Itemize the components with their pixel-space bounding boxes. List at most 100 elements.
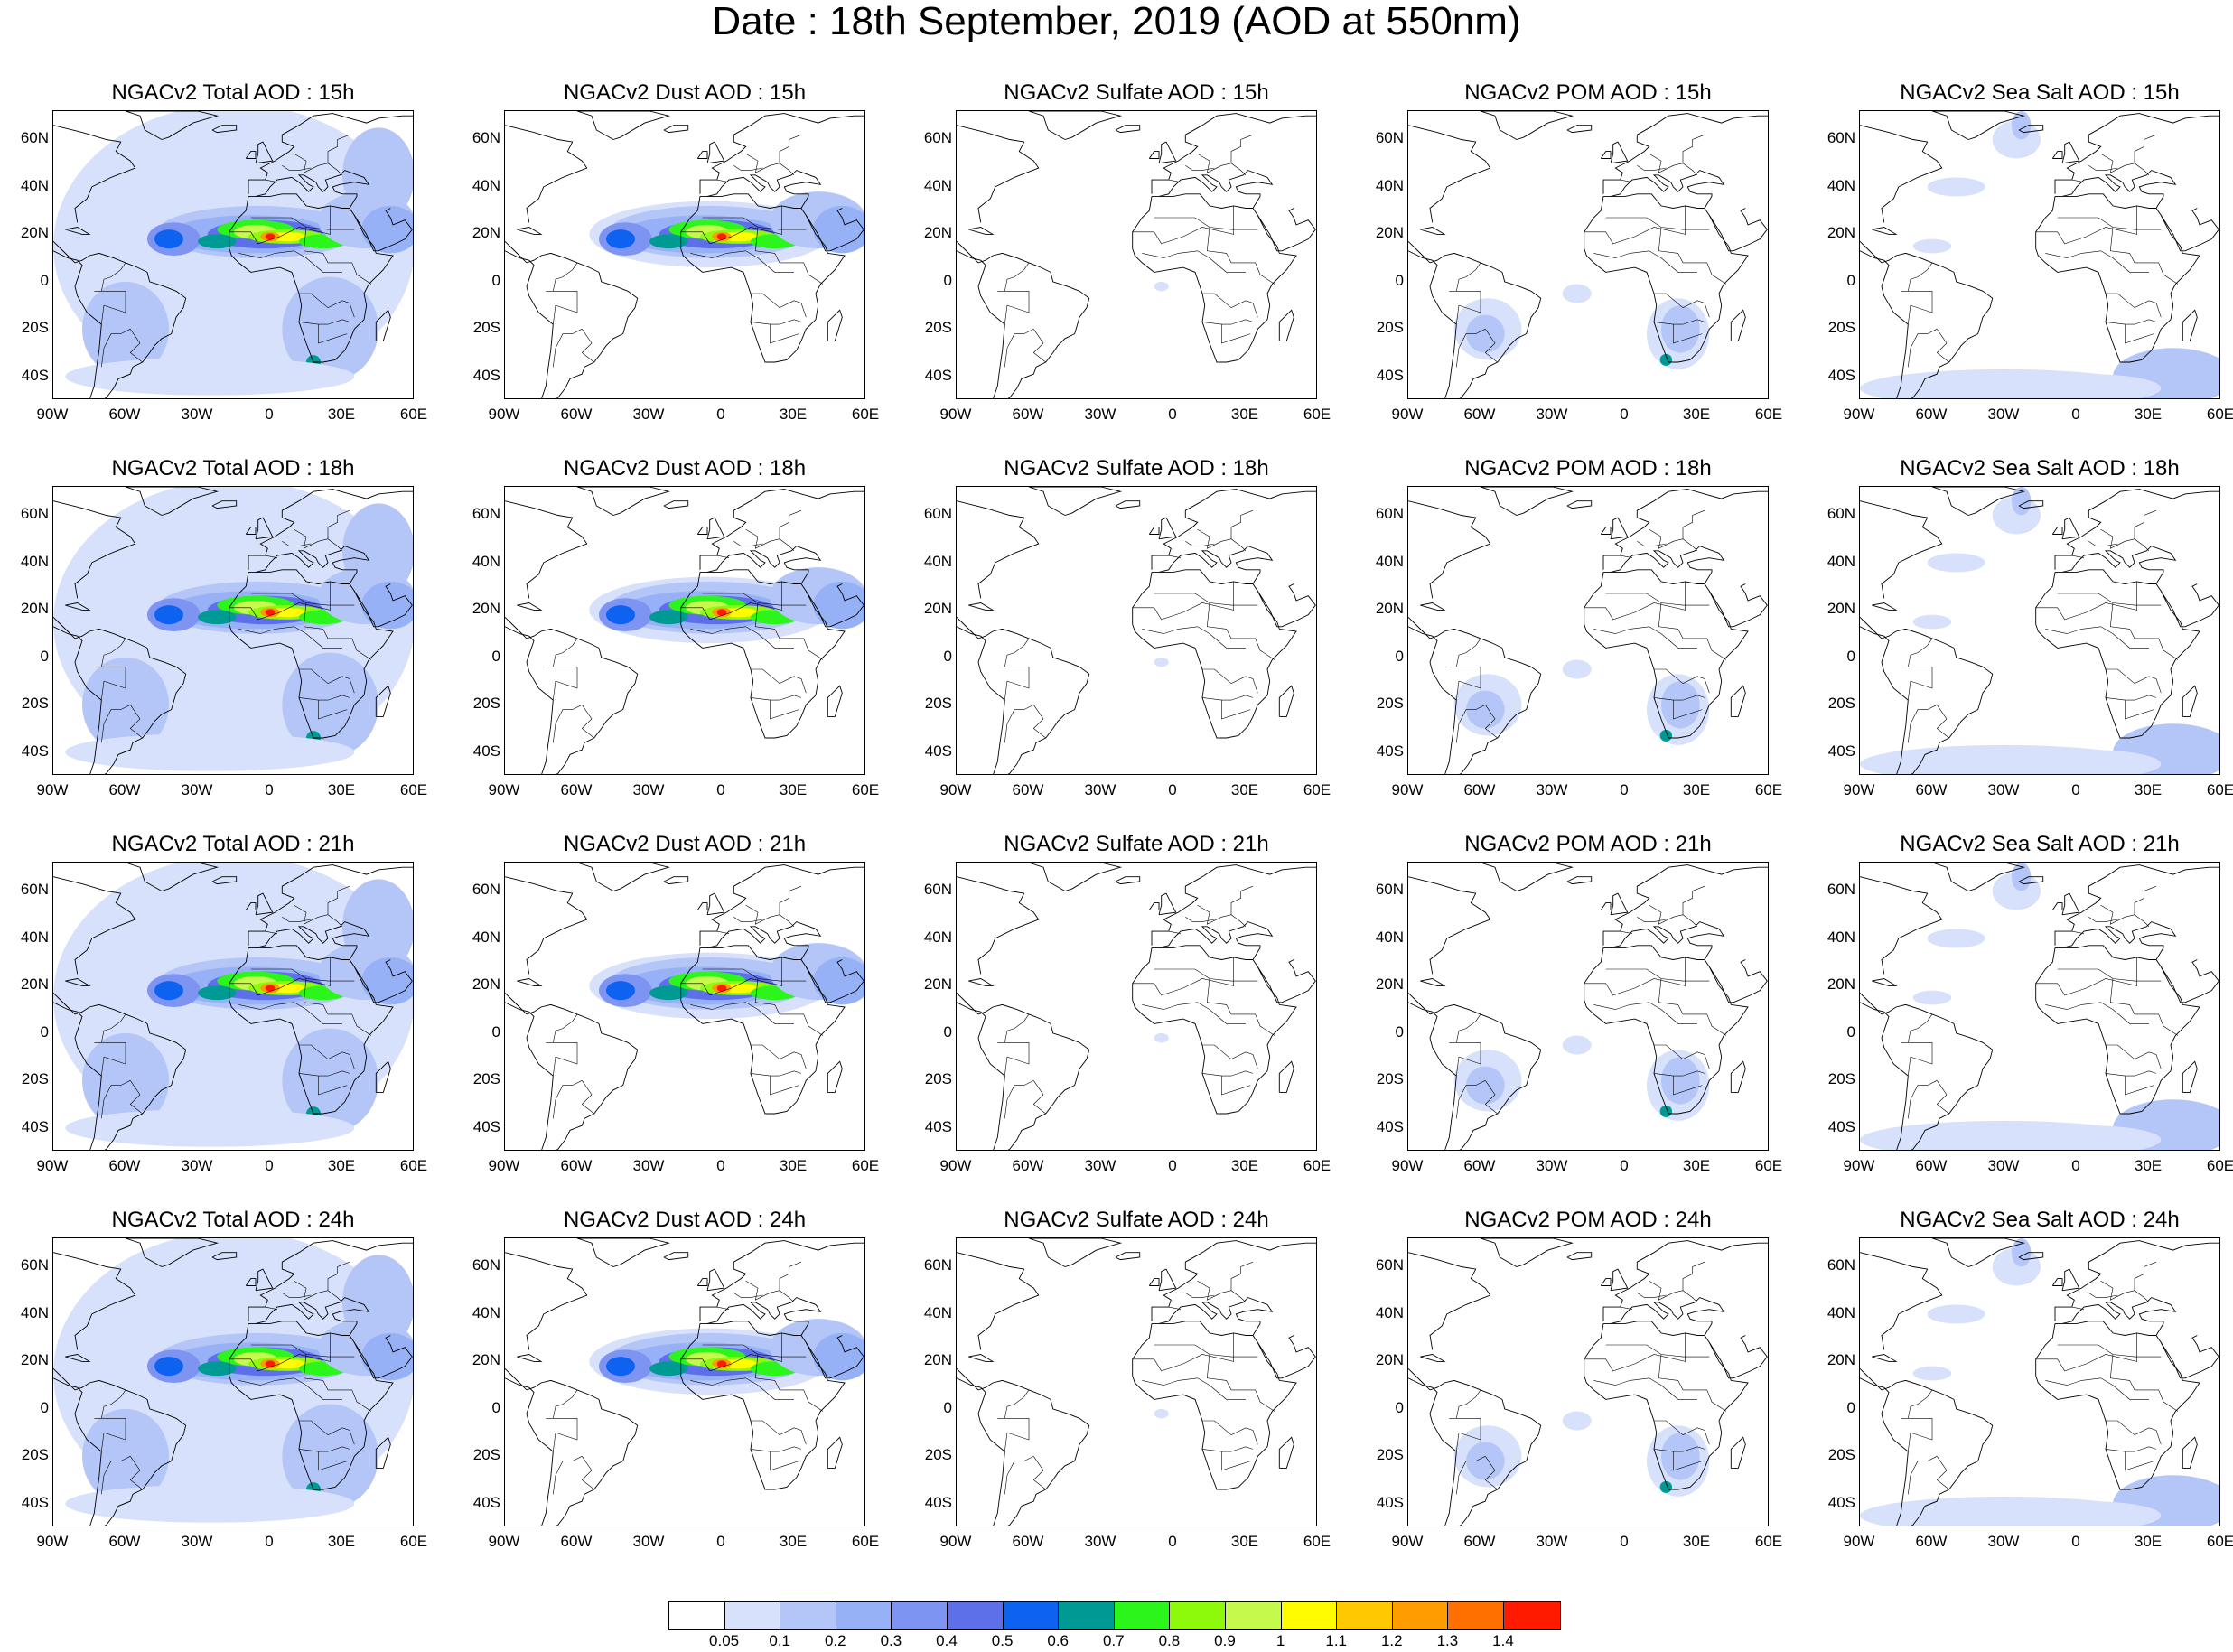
aerosol-plume [265, 233, 276, 240]
country-border [265, 555, 278, 558]
coastline [245, 527, 257, 535]
panel-title: NGACv2 Sea Salt AOD : 24h [1900, 1208, 2180, 1232]
lon-tick-label: 30E [327, 1157, 356, 1174]
country-border [1456, 705, 1486, 743]
coastline [2182, 309, 2198, 341]
country-border [1201, 1070, 1254, 1077]
lon-tick-label: 60W [1915, 1533, 1948, 1550]
lon-tick-label: 60E [399, 406, 428, 423]
coastline [957, 240, 1090, 398]
lon-tick-label: 30W [181, 781, 213, 798]
country-border [94, 1042, 126, 1077]
lon-tick-label: 30E [779, 1533, 808, 1550]
country-border [298, 695, 350, 701]
panel-title: NGACv2 Sea Salt AOD : 18h [1900, 456, 2180, 481]
country-border [1653, 1446, 1705, 1452]
aerosol-plume [154, 605, 183, 625]
colorbar-label: 0.6 [1047, 1632, 1069, 1649]
lat-tick-label: 60N [923, 129, 952, 147]
map-panel: NGACv2 Sulfate AOD : 18h 60N 40N 20N 0 20S 40S… [903, 455, 1355, 826]
country-border [1908, 705, 1938, 743]
coastline [696, 1278, 708, 1286]
lat-tick-label: 40S [21, 1117, 49, 1135]
panel-title: NGACv2 Total AOD : 24h [111, 1208, 355, 1232]
coastline [1132, 945, 1297, 1115]
country-border [553, 262, 578, 292]
coastline [706, 892, 725, 916]
colorbar-swatch [836, 1602, 892, 1629]
country-border [101, 1013, 126, 1043]
coastline [255, 546, 370, 584]
coastline [375, 685, 391, 717]
country-border [327, 1261, 350, 1291]
coastline [1132, 193, 1297, 363]
aerosol-map [505, 863, 864, 1150]
panel-title: NGACv2 POM AOD : 24h [1464, 1208, 1712, 1232]
country-border [2045, 1377, 2149, 1400]
coastline [2018, 125, 2044, 134]
coastline [1860, 616, 1994, 774]
aerosol-map [1860, 863, 2219, 1150]
lat-tick-label: 40S [924, 742, 952, 760]
country-border [317, 1076, 348, 1096]
lat-tick-label: 0 [943, 271, 952, 289]
lat-tick-label: 0 [1395, 1398, 1404, 1416]
map-panel: NGACv2 Sea Salt AOD : 18h 60N 40N 20N 0 20S 40… [1807, 455, 2233, 826]
lat-tick-label: 40S [924, 1493, 952, 1511]
country-border [1593, 250, 1697, 273]
lat-tick-label: 20S [924, 319, 952, 337]
lat-tick-label: 20N [1375, 224, 1404, 242]
country-border [553, 638, 578, 667]
country-border [690, 250, 794, 273]
aerosol-plume [606, 1357, 635, 1377]
aerosol-map [505, 111, 864, 398]
coastline [1408, 240, 1542, 398]
lat-tick-label: 0 [491, 1398, 500, 1416]
coastline [957, 616, 1090, 774]
country-border [282, 917, 312, 922]
lon-tick-label: 90W [1391, 1533, 1424, 1550]
lon-tick-label: 60E [1754, 406, 1783, 423]
aerosol-map [957, 487, 1316, 774]
aerosol-map [53, 1238, 413, 1526]
lat-tick-label: 60N [472, 1256, 500, 1274]
country-border [751, 293, 807, 318]
lat-tick-label: 20N [1827, 600, 1855, 618]
coastline [1931, 111, 2026, 140]
coastline [1602, 489, 1768, 570]
aerosol-plume [198, 985, 237, 1001]
colorbar-label: 0.3 [880, 1632, 902, 1649]
coastline [1257, 959, 1316, 1003]
country-border [745, 904, 795, 928]
coastline [706, 517, 725, 540]
coastline [517, 978, 543, 986]
panel-title: NGACv2 Sulfate AOD : 15h [1004, 80, 1269, 105]
country-border [1456, 329, 1486, 368]
lat-tick-label: 0 [40, 271, 49, 289]
lat-tick-label: 40S [1827, 366, 1855, 384]
country-border [1449, 291, 1481, 325]
lat-tick-label: 40S [472, 1117, 500, 1135]
aerosol-map [1860, 487, 2219, 774]
lat-tick-label: 20S [472, 1446, 500, 1464]
map-area [956, 1237, 1317, 1526]
coastline [1610, 892, 1629, 916]
lon-tick-label: 30E [779, 1157, 808, 1174]
country-border [553, 705, 583, 743]
aerosol-map [1860, 111, 2219, 398]
country-border [1484, 1456, 1498, 1490]
aerosol-map [957, 1238, 1316, 1526]
coastline [957, 992, 1090, 1150]
country-border [1584, 205, 1686, 245]
coastline [1408, 1367, 1542, 1526]
country-border [282, 1293, 312, 1298]
country-border [229, 581, 332, 621]
country-border [101, 262, 126, 292]
country-border [2124, 324, 2154, 344]
country-border [101, 705, 131, 743]
lon-tick-label: 30E [1682, 1533, 1711, 1550]
lat-tick-label: 20N [923, 975, 952, 994]
country-border [1658, 978, 1727, 1036]
aerosol-map [1860, 1238, 2219, 1526]
country-border [238, 1002, 342, 1024]
